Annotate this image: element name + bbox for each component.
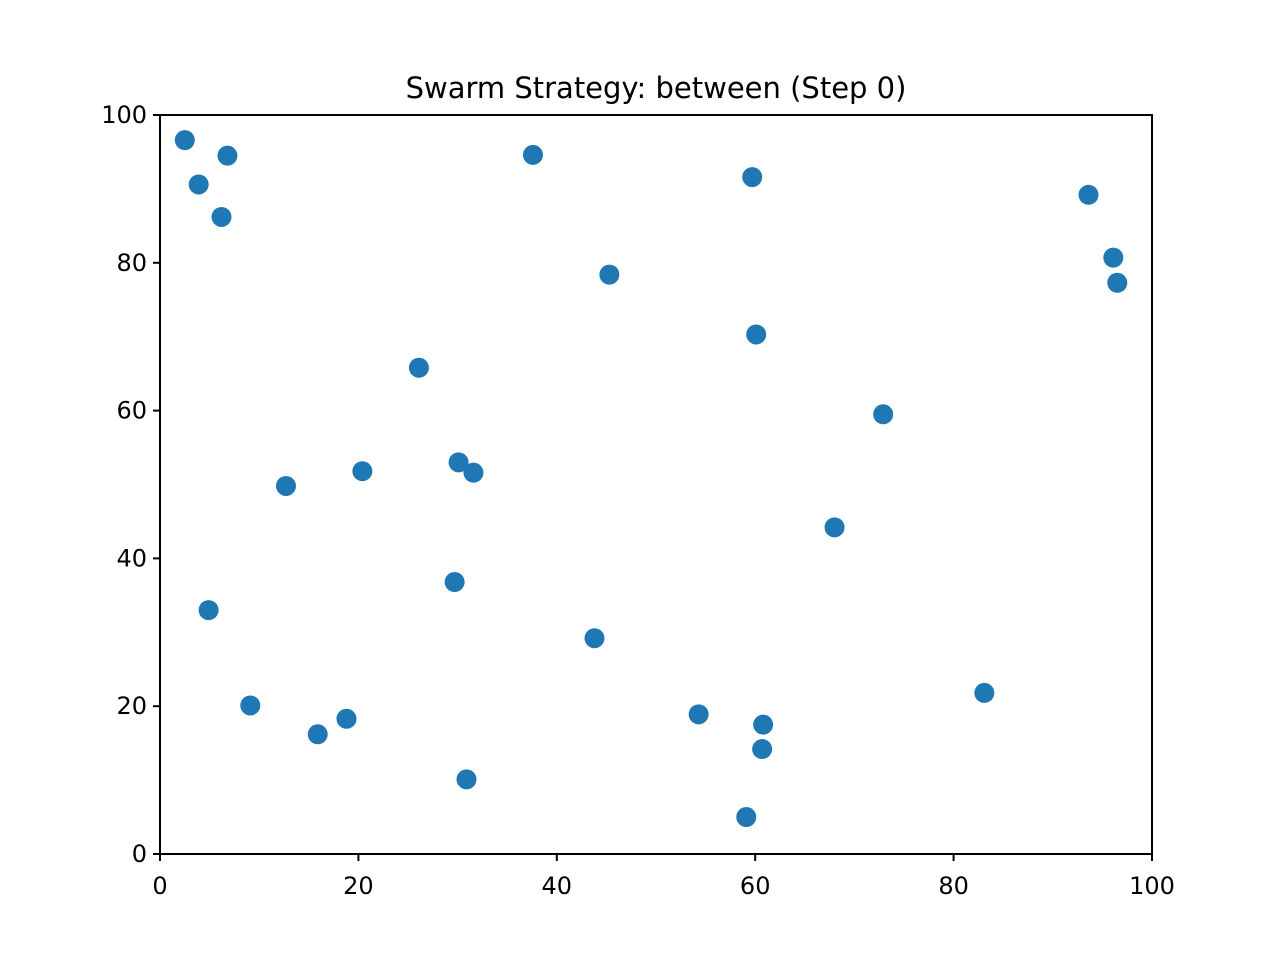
scatter-point [746,324,767,345]
scatter-point [444,572,465,593]
scatter-point [188,174,209,195]
scatter-point [1103,247,1124,268]
scatter-point [873,404,894,425]
scatter-point [599,264,620,285]
x-tick-label: 100 [1129,872,1175,900]
scatter-point [753,714,774,735]
scatter-point [584,628,605,649]
y-tick-label: 20 [116,692,147,720]
x-tick-label: 80 [938,872,969,900]
x-tick-label: 40 [542,872,573,900]
scatter-point [307,724,328,745]
scatter-point [448,452,469,473]
scatter-point [1078,184,1099,205]
y-tick-label: 40 [116,544,147,572]
x-axis: 0 20 40 60 80 100 [152,854,1175,900]
x-tick-label: 60 [740,872,771,900]
scatter-point [211,206,232,227]
scatter-point [736,807,757,828]
scatter-point [217,145,238,166]
x-tick-label: 20 [343,872,374,900]
scatter-point [742,167,763,188]
scatter-point [1107,272,1128,293]
y-tick-label: 80 [116,249,147,277]
y-axis: 0 20 40 60 80 100 [101,101,160,868]
scatter-point [824,517,845,538]
scatter-point [408,357,429,378]
scatter-point [352,461,373,482]
scatter-point [456,769,477,790]
y-tick-label: 0 [132,840,147,868]
x-tick-label: 0 [152,872,167,900]
scatter-point [275,475,296,496]
scatter-point [198,600,219,621]
y-tick-label: 100 [101,101,147,129]
plot-frame [159,114,1153,855]
chart-title: Swarm Strategy: between (Step 0) [406,71,907,105]
scatter-point [522,144,543,165]
scatter-point [240,695,261,716]
scatter-point [688,704,709,725]
points-layer [174,130,1128,828]
scatter-point [463,462,484,483]
scatter-point [174,130,195,151]
y-tick-label: 60 [116,397,147,425]
scatter-point [752,739,773,760]
scatter-point [336,708,357,729]
scatter-point [974,682,995,703]
